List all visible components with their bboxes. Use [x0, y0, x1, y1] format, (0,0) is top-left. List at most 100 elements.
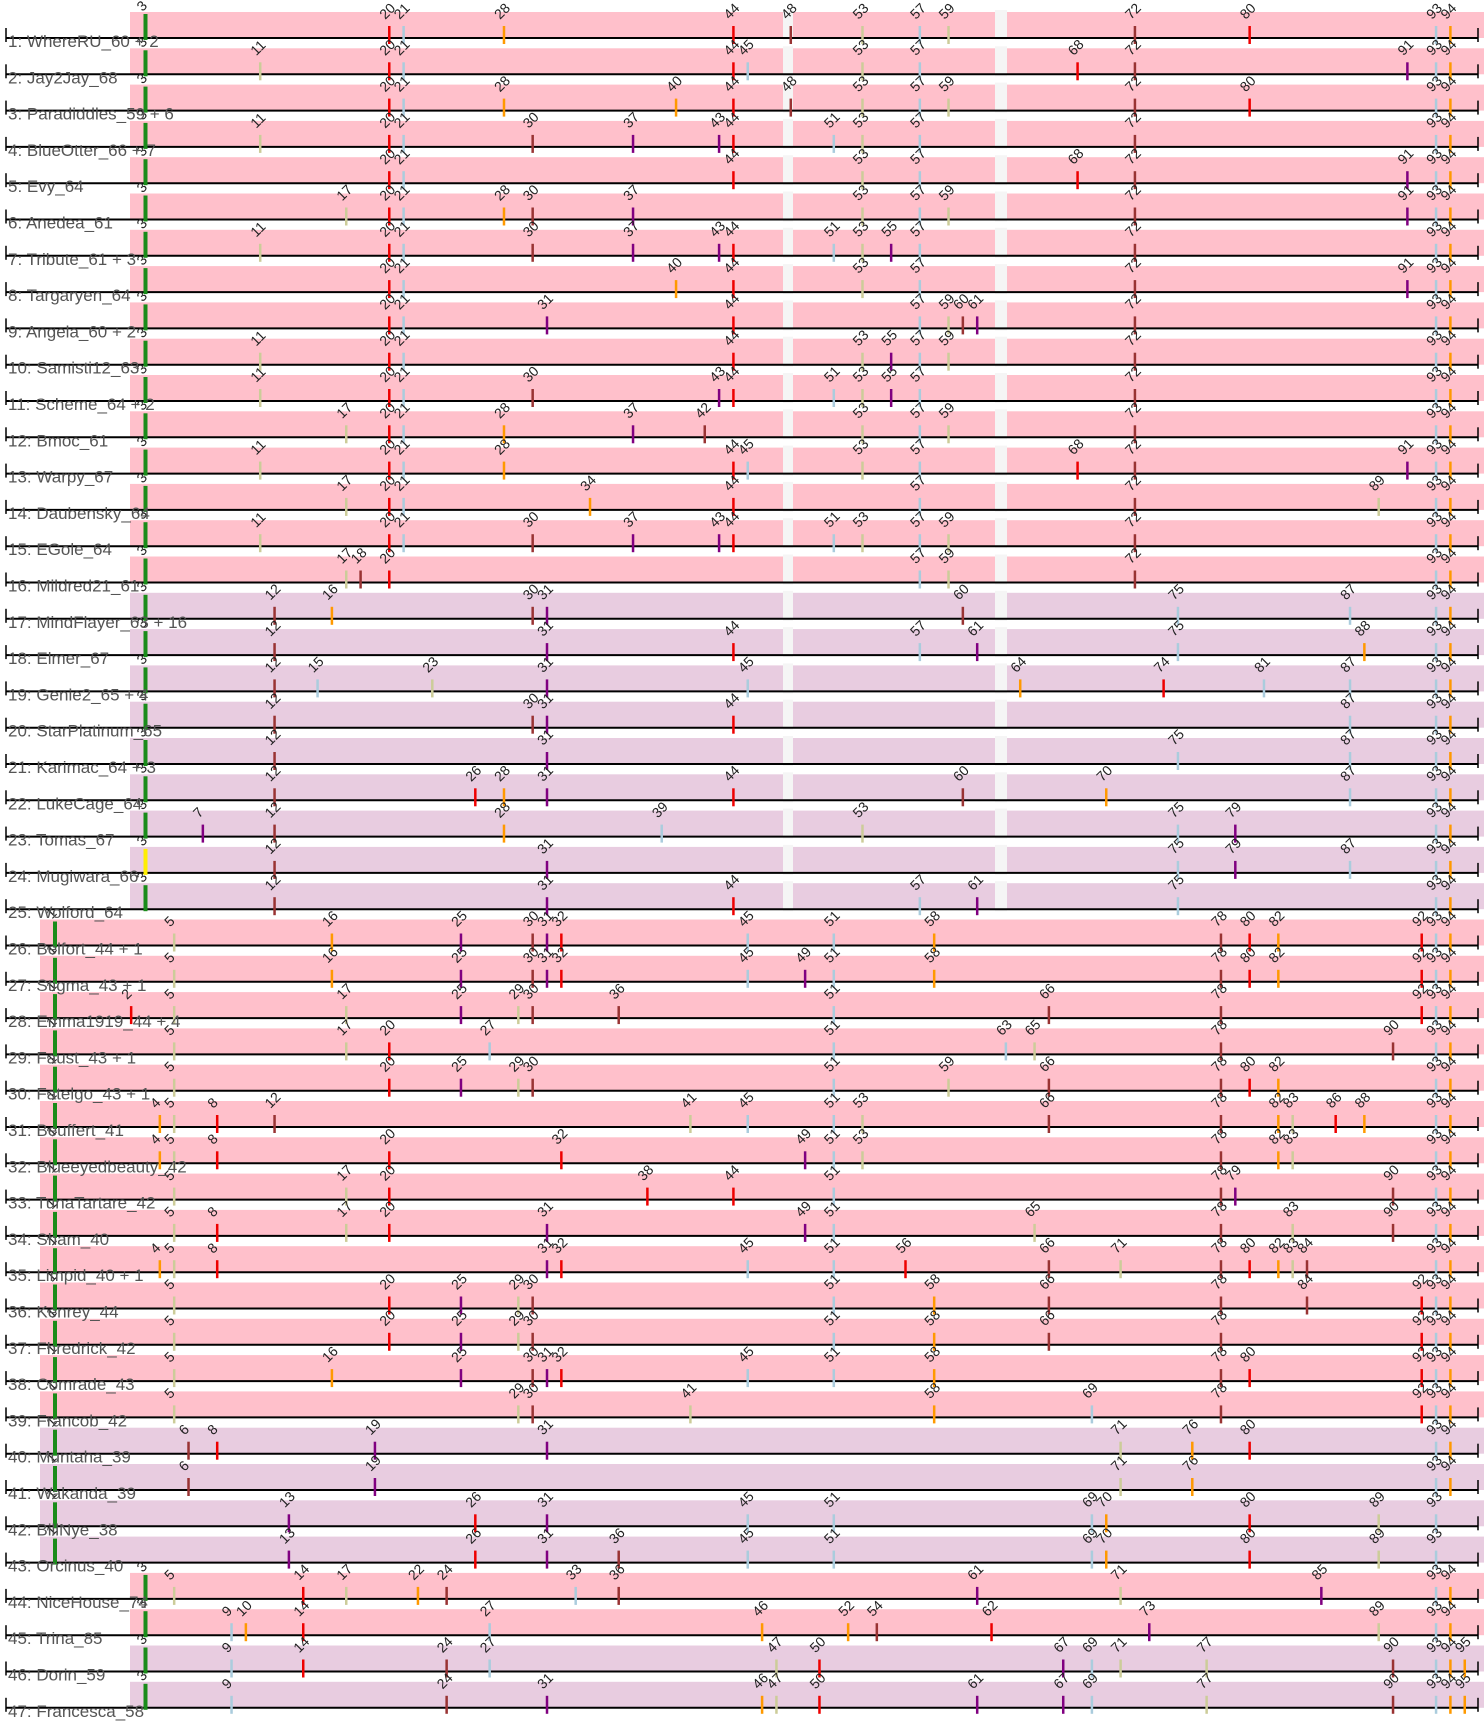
row-labels: 1: WhereRU_60 + 2 2: Jay2Jay_68 3: Paradid…	[8, 32, 187, 1721]
gap	[995, 336, 1007, 367]
row-label: 18: Elmer_67	[8, 649, 109, 668]
row-label: 30: Fatelgo_43 + 1	[8, 1085, 150, 1104]
start-marker	[143, 776, 148, 803]
gap	[995, 772, 1007, 803]
row-label: 25: Wolford_64	[8, 903, 123, 922]
start-marker	[143, 159, 148, 186]
row-band	[40, 1209, 1484, 1236]
start-marker	[53, 1139, 57, 1166]
row-band	[40, 1536, 1484, 1563]
row-band	[130, 1609, 1484, 1636]
row-label: 41: Wakanda_39	[8, 1484, 136, 1503]
start-marker	[53, 1320, 57, 1347]
row-band	[40, 919, 1484, 946]
row-band	[130, 338, 1484, 365]
row-label: 36: Kenrey_44	[8, 1303, 119, 1322]
start-marker	[53, 1066, 57, 1093]
row-label: 40: Muntaha_39	[8, 1448, 131, 1467]
row-band	[130, 120, 1484, 147]
start-marker	[143, 304, 148, 331]
gap	[783, 736, 793, 766]
gap	[995, 590, 1007, 621]
start-marker	[143, 86, 148, 113]
gap	[995, 191, 1007, 222]
gap	[995, 518, 1007, 549]
row-bands	[40, 12, 1484, 1708]
gap	[783, 844, 793, 875]
row-label: 23: Tomas_67	[8, 831, 114, 850]
row-band	[130, 12, 1484, 38]
row-label: 5: Evy_64	[8, 177, 84, 196]
row-band	[40, 955, 1484, 982]
gap	[995, 663, 1007, 694]
row-label: 44: NiceHouse_74	[8, 1593, 148, 1612]
gap	[995, 227, 1007, 258]
row-label: 8: Targaryen_64	[8, 286, 131, 305]
row-label: 22: LukeCage_64	[8, 794, 142, 813]
row-label: 11: Scheme_64 + 2	[8, 395, 155, 414]
start-marker	[53, 1103, 57, 1129]
start-marker	[143, 667, 148, 694]
start-marker	[143, 122, 148, 149]
row-band	[40, 1246, 1484, 1273]
row-band	[130, 375, 1484, 401]
start-marker	[143, 1647, 148, 1674]
row-band	[130, 1645, 1484, 1672]
gap	[783, 10, 793, 40]
row-label: 2: Jay2Jay_68	[8, 68, 118, 87]
gap	[995, 481, 1007, 512]
start-marker	[143, 340, 148, 367]
gap	[783, 699, 793, 730]
row-label: 26: Belfort_44 + 1	[8, 940, 143, 959]
row-label: 19: Genie2_65 + 4	[8, 685, 148, 704]
start-marker	[53, 921, 57, 948]
gap	[783, 554, 793, 585]
row-label: 42: BillNye_38	[8, 1520, 118, 1539]
gap	[995, 554, 1007, 585]
row-band	[40, 1427, 1484, 1454]
start-marker	[143, 848, 148, 875]
start-marker	[143, 1574, 148, 1601]
row-label: 35: Limpid_40 + 1	[8, 1266, 144, 1285]
row-band	[130, 1681, 1484, 1708]
gap	[783, 46, 793, 77]
start-marker	[143, 558, 148, 585]
gap	[995, 627, 1007, 658]
row-label: 39: Francob_42	[8, 1411, 127, 1430]
gap	[783, 808, 793, 839]
gap	[995, 881, 1007, 912]
row-band	[130, 193, 1484, 220]
row-band	[130, 48, 1484, 75]
gap	[783, 772, 793, 803]
gap	[995, 118, 1007, 149]
row-band	[40, 1173, 1484, 1200]
row-band	[130, 774, 1484, 801]
start-marker	[53, 994, 57, 1021]
row-band	[130, 411, 1484, 438]
row-label: 29: Faust_43 + 1	[8, 1048, 136, 1067]
row-band	[130, 84, 1484, 111]
start-marker	[53, 1175, 57, 1202]
row-band	[40, 1464, 1484, 1490]
row-band	[130, 157, 1484, 184]
row-label: 3: Paradiddles_59 + 6	[8, 105, 174, 124]
gap	[995, 445, 1007, 476]
row-band	[130, 883, 1484, 910]
gap	[783, 590, 793, 621]
gap	[995, 699, 1007, 730]
row-label: 17: MindFlayer_63 + 16	[8, 613, 187, 632]
start-marker	[143, 631, 148, 658]
gap	[783, 155, 793, 186]
row-band	[130, 556, 1484, 583]
start-marker	[53, 1393, 57, 1420]
start-marker	[143, 14, 148, 40]
gap	[783, 881, 793, 912]
start-marker	[53, 1030, 57, 1057]
row-label: 34: Sham_40	[8, 1230, 109, 1249]
row-label: 14: Daubensky_64	[8, 504, 150, 523]
row-band	[40, 1391, 1484, 1418]
gap	[995, 264, 1007, 295]
start-marker	[143, 50, 148, 77]
alignment-gaps	[783, 10, 1007, 912]
